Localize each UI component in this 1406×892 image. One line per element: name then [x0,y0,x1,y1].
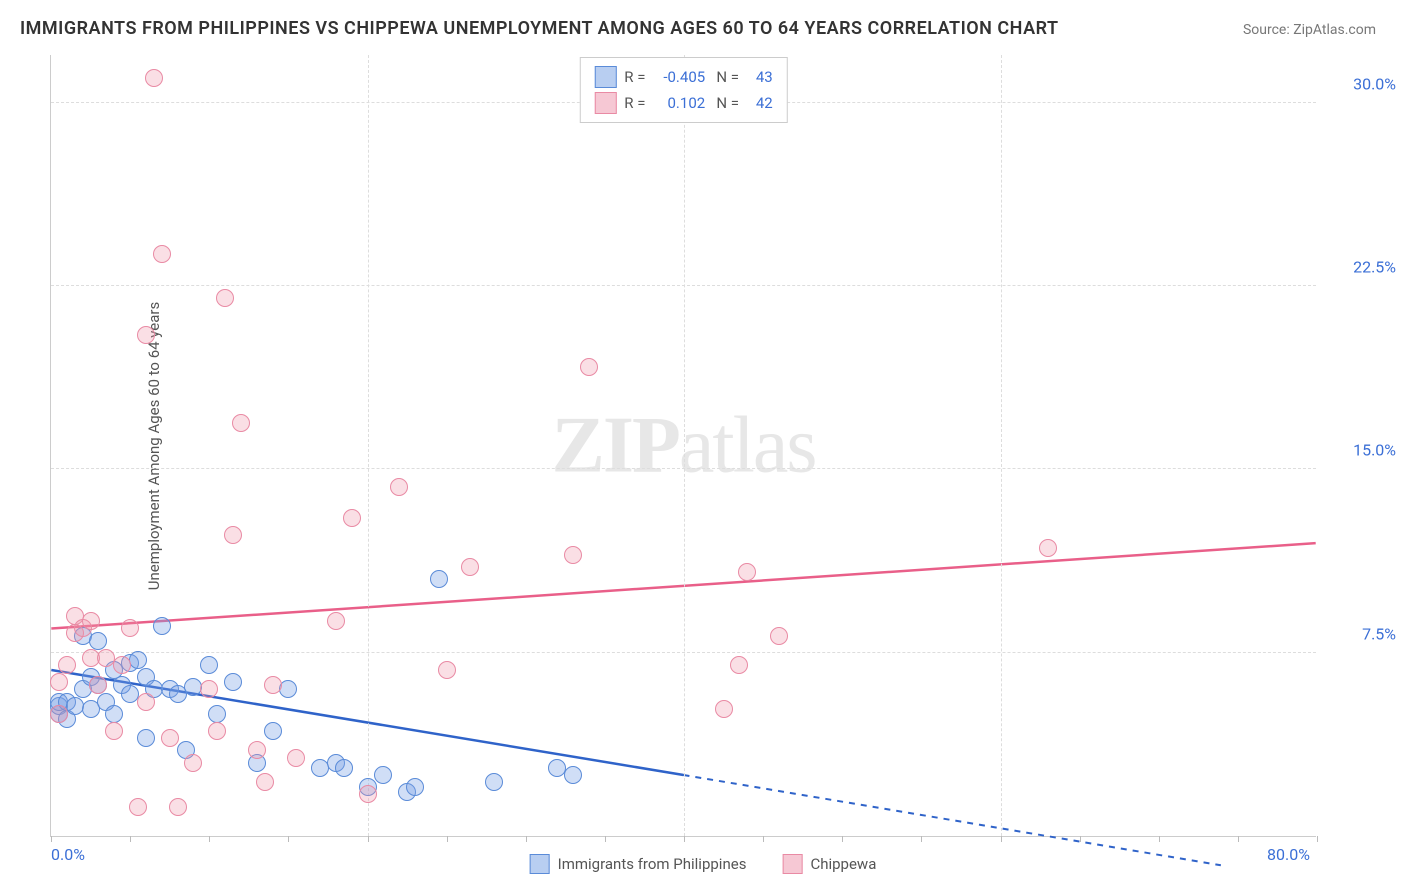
data-point [89,632,107,650]
x-tick [368,836,369,842]
data-point [184,754,202,772]
data-point [50,705,68,723]
data-point [390,478,408,496]
data-point [153,245,171,263]
data-point [485,773,503,791]
data-point [58,656,76,674]
data-point [161,729,179,747]
data-point [200,680,218,698]
bottom-legend-item: Chippewa [782,854,876,874]
bottom-legend-label: Immigrants from Philippines [558,855,747,873]
data-point [430,570,448,588]
data-point [406,778,424,796]
legend-row: R = -0.405 N = 43 [594,64,772,90]
x-tick [1080,836,1081,842]
x-tick [526,836,527,842]
data-point [738,563,756,581]
data-point [137,326,155,344]
data-point [374,766,392,784]
legend-box: R = -0.405 N = 43 R = 0.102 N = 42 [579,57,787,123]
data-point [232,414,250,432]
x-tick [684,836,685,842]
legend-stats: R = 0.102 N = 42 [624,94,772,112]
data-point [89,676,107,694]
data-point [248,741,266,759]
data-point [105,722,123,740]
data-point [129,651,147,669]
legend-stats: R = -0.405 N = 43 [624,68,772,86]
chart-title: IMMIGRANTS FROM PHILIPPINES VS CHIPPEWA … [20,18,1059,39]
data-point [359,785,377,803]
data-point [137,693,155,711]
data-point [224,673,242,691]
x-tick [605,836,606,842]
legend-swatch [530,854,550,874]
data-point [200,656,218,674]
data-point [264,722,282,740]
x-tick [842,836,843,842]
source-label: Source: ZipAtlas.com [1243,22,1376,38]
data-point [343,509,361,527]
data-point [129,798,147,816]
data-point [730,656,748,674]
data-point [564,766,582,784]
data-point [153,617,171,635]
x-tick [447,836,448,842]
x-tick [921,836,922,842]
data-point [169,798,187,816]
data-point [264,676,282,694]
legend-row: R = 0.102 N = 42 [594,90,772,116]
y-tick-label: 30.0% [1326,74,1396,93]
data-point [564,546,582,564]
y-tick-label: 7.5% [1326,624,1396,643]
data-point [113,656,131,674]
legend-swatch [782,854,802,874]
data-point [580,358,598,376]
bottom-legend-label: Chippewa [810,855,876,873]
data-point [461,558,479,576]
gridline-v [1001,55,1002,836]
x-tick [1159,836,1160,842]
x-tick [51,836,52,842]
plot-area: ZIPatlas R = -0.405 N = 43R = 0.102 N = … [50,55,1316,837]
gridline-v [368,55,369,836]
x-tick [1001,836,1002,842]
data-point [279,680,297,698]
data-point [770,627,788,645]
x-tick-label: 0.0% [51,845,85,864]
y-tick-label: 22.5% [1326,258,1396,277]
bottom-legend: Immigrants from Philippines Chippewa [530,854,877,874]
data-point [121,619,139,637]
x-tick [1238,836,1239,842]
trend-line-dashed [684,775,1221,865]
data-point [335,759,353,777]
x-tick-label: 80.0% [1267,845,1310,864]
x-tick [288,836,289,842]
data-point [208,705,226,723]
data-point [105,705,123,723]
data-point [208,722,226,740]
data-point [287,749,305,767]
data-point [715,700,733,718]
bottom-legend-item: Immigrants from Philippines [530,854,747,874]
y-tick-label: 15.0% [1326,441,1396,460]
data-point [82,612,100,630]
data-point [216,289,234,307]
data-point [224,526,242,544]
x-tick [130,836,131,842]
gridline-v [684,55,685,836]
data-point [137,729,155,747]
data-point [1039,539,1057,557]
legend-swatch [594,66,616,88]
data-point [438,661,456,679]
x-tick [763,836,764,842]
x-tick [1317,836,1318,842]
legend-swatch [594,92,616,114]
data-point [145,69,163,87]
data-point [50,673,68,691]
data-point [327,612,345,630]
x-tick [209,836,210,842]
data-point [256,773,274,791]
